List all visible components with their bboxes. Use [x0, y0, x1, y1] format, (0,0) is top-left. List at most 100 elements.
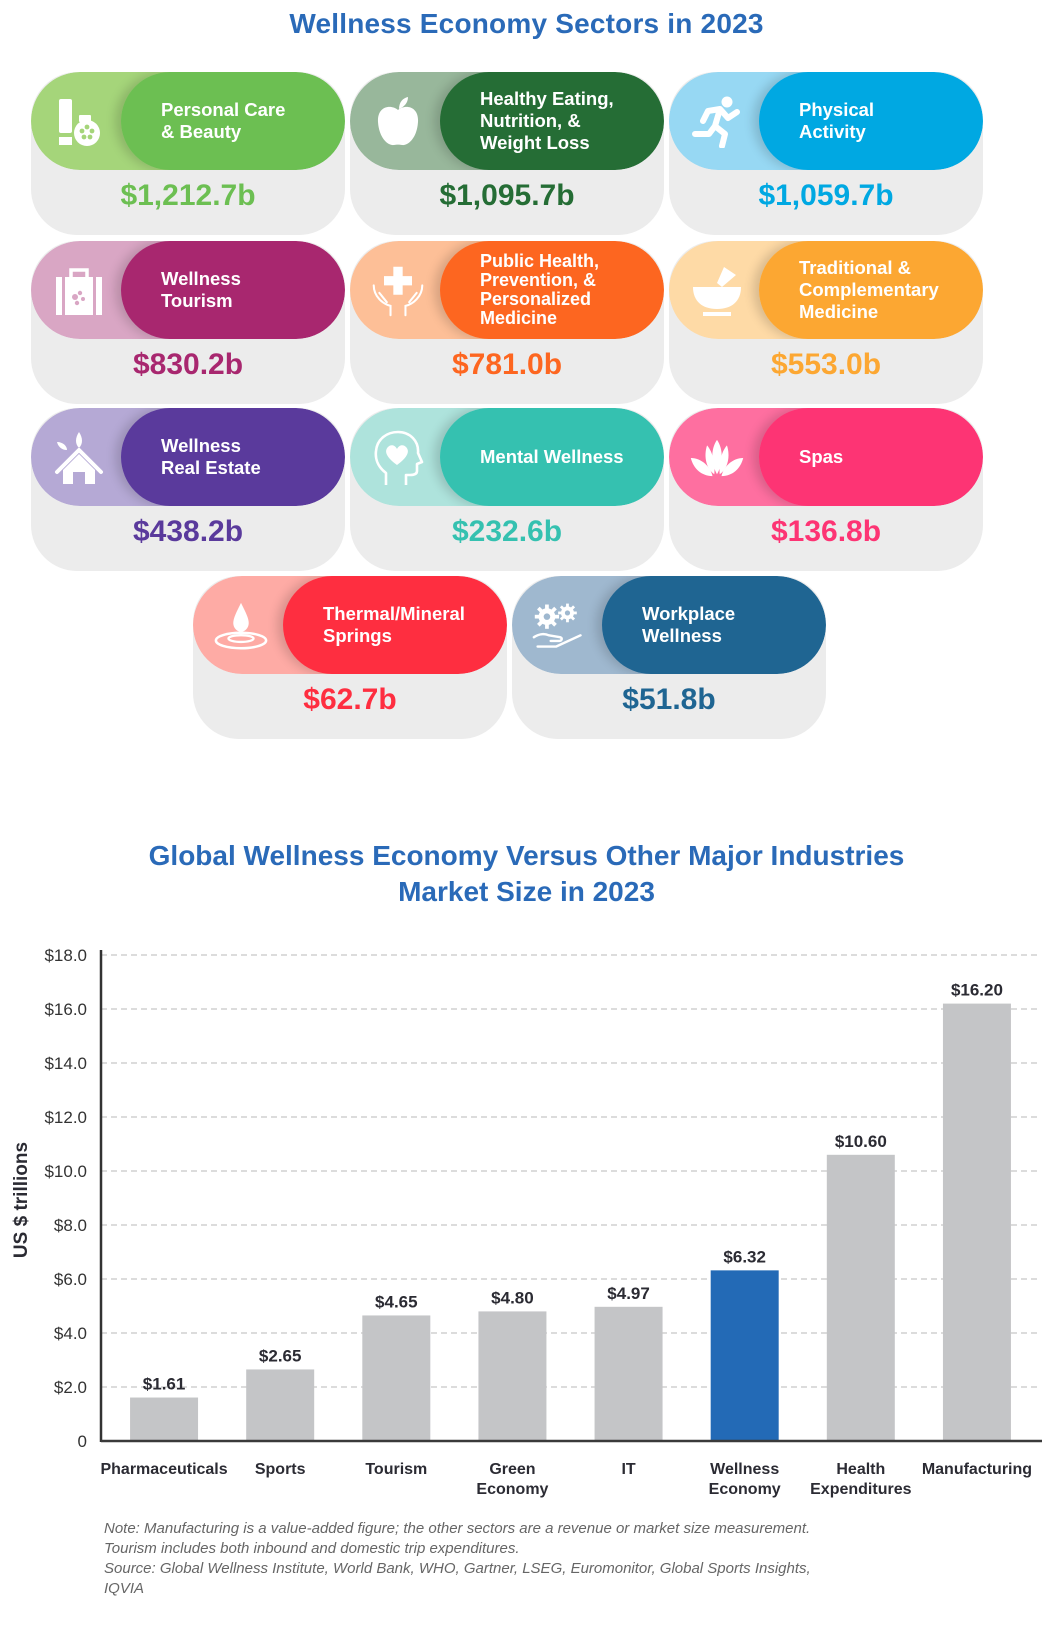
sector-name: Spas — [799, 446, 844, 467]
x-tick-label: Pharmaceuticals — [100, 1461, 227, 1478]
bar — [826, 1154, 895, 1441]
label-background — [759, 72, 983, 170]
sector-header — [669, 72, 983, 170]
data-label: $4.65 — [375, 1292, 418, 1311]
y-tick-label: $14.0 — [44, 1054, 87, 1073]
sector-value: $1,095.7b — [439, 179, 575, 212]
data-label: $10.60 — [835, 1132, 887, 1151]
bar — [710, 1270, 779, 1441]
chart-title-line-2: Market Size in 2023 — [398, 876, 655, 907]
sector-header — [669, 408, 983, 506]
bar — [362, 1315, 431, 1441]
data-label: $4.80 — [491, 1288, 534, 1307]
sector-value: $136.8b — [770, 515, 882, 548]
label-background — [440, 408, 664, 506]
x-tick-label: Wellness Economy — [709, 1461, 781, 1498]
bar — [478, 1311, 547, 1441]
chart-notes: Note: Manufacturing is a value-added fig… — [104, 1519, 1004, 1599]
sector-card: Personal Care & Beauty $1,212.7b — [31, 72, 345, 235]
sector-header — [31, 72, 345, 170]
sector-header — [31, 408, 345, 506]
bar — [130, 1397, 199, 1441]
x-tick-label: Sports — [255, 1461, 306, 1478]
y-tick-label: $16.0 — [44, 1000, 87, 1019]
data-label: $4.97 — [607, 1284, 650, 1303]
source-line: Source: Global Wellness Institute, World… — [104, 1560, 811, 1577]
bar-chart: $1.61 $2.65 $4.65 $4.80 $4.97 $6.32 $10.60 $16.… — [11, 946, 1042, 1498]
y-axis-title: US $ trillions — [11, 1142, 32, 1258]
gridlines — [101, 954, 1040, 1388]
head-heart-icon — [370, 430, 426, 486]
sector-card: Healthy Eating, Nutrition, & Weight Loss… — [350, 72, 664, 235]
sector-value: $232.6b — [451, 515, 563, 548]
y-tick-label: $12.0 — [44, 1108, 87, 1127]
lotus-icon — [689, 430, 745, 486]
suitcase-icon — [51, 263, 107, 319]
bar — [246, 1369, 315, 1441]
sector-card: Physical Activity $1,059.7b — [669, 72, 983, 235]
runner-icon — [689, 94, 745, 150]
label-background — [121, 72, 345, 170]
sector-header — [512, 576, 826, 674]
sector-name: Thermal/Mineral Springs — [323, 603, 465, 646]
label-background — [121, 241, 345, 339]
data-label: $2.65 — [259, 1346, 302, 1365]
label-background — [283, 576, 507, 674]
data-label: $1.61 — [143, 1375, 186, 1394]
sector-value: $438.2b — [132, 515, 244, 548]
sector-name: Mental Wellness — [480, 446, 624, 467]
x-tick-label: IT — [621, 1461, 635, 1478]
sector-header — [350, 72, 664, 170]
sector-value: $62.7b — [303, 683, 397, 716]
sector-name: Wellness Tourism — [161, 268, 241, 311]
apple-icon — [370, 94, 426, 150]
sector-card: Workplace Wellness $51.8b — [512, 576, 826, 739]
gears-hand-icon — [532, 598, 588, 654]
y-tick-label: $4.0 — [54, 1324, 87, 1343]
label-background — [759, 241, 983, 339]
sector-name: Public Health, Prevention, & Personalize… — [480, 251, 600, 328]
y-tick-label: 0 — [78, 1432, 87, 1451]
sector-name: Physical Activity — [799, 99, 875, 142]
label-background — [440, 241, 664, 339]
beauty-products-icon — [51, 94, 107, 150]
sector-header — [350, 408, 664, 506]
bars: $1.61 $2.65 $4.65 $4.80 $4.97 $6.32 $10.60 $16.… — [130, 981, 1011, 1441]
infographic-title: Wellness Economy Sectors in 2023 — [289, 8, 764, 39]
sector-card: Wellness Real Estate $438.2b — [31, 408, 345, 571]
axes: 0 $2.0 $4.0 $6.0 $8.0 $10.0 $12.0 $14.0 $16.0 $18… — [11, 946, 1042, 1498]
sector-name: Traditional & Complementary Medicine — [799, 257, 939, 322]
mortar-pestle-icon — [689, 263, 745, 319]
data-label: $6.32 — [723, 1247, 766, 1266]
sector-header — [31, 241, 345, 339]
sector-card: Spas $136.8b — [669, 408, 983, 571]
y-tick-label: $8.0 — [54, 1216, 87, 1235]
chart-title: Global Wellness Economy Versus Other Maj… — [0, 838, 1053, 910]
x-tick-label: Manufacturing — [922, 1461, 1032, 1478]
sector-value: $51.8b — [622, 683, 716, 716]
bar — [942, 1003, 1011, 1441]
source-line: IQVIA — [104, 1580, 145, 1597]
sector-name: Workplace Wellness — [642, 603, 736, 646]
sector-value: $781.0b — [451, 348, 563, 381]
label-background — [121, 408, 345, 506]
bar — [594, 1306, 663, 1441]
sector-card: Traditional & Complementary Medicine $553… — [669, 241, 983, 404]
data-label: $16.20 — [951, 981, 1003, 1000]
sector-value: $553.0b — [770, 348, 882, 381]
note-line: Tourism includes both inbound and domest… — [104, 1540, 520, 1557]
sector-card: Wellness Tourism $830.2b — [31, 241, 345, 404]
y-tick-label: $6.0 — [54, 1270, 87, 1289]
sector-card: Mental Wellness $232.6b — [350, 408, 664, 571]
sector-card: Thermal/Mineral Springs $62.7b — [193, 576, 507, 739]
sector-name: Wellness Real Estate — [161, 435, 261, 478]
water-drop-icon — [213, 598, 269, 654]
sector-header — [350, 241, 664, 339]
sector-name: Personal Care & Beauty — [161, 99, 286, 142]
note-line: Note: Manufacturing is a value-added fig… — [104, 1520, 811, 1537]
x-tick-label: Green Economy — [476, 1461, 548, 1498]
x-tick-label: Tourism — [365, 1461, 427, 1478]
label-background — [759, 408, 983, 506]
label-background — [440, 72, 664, 170]
sector-value: $830.2b — [132, 348, 244, 381]
